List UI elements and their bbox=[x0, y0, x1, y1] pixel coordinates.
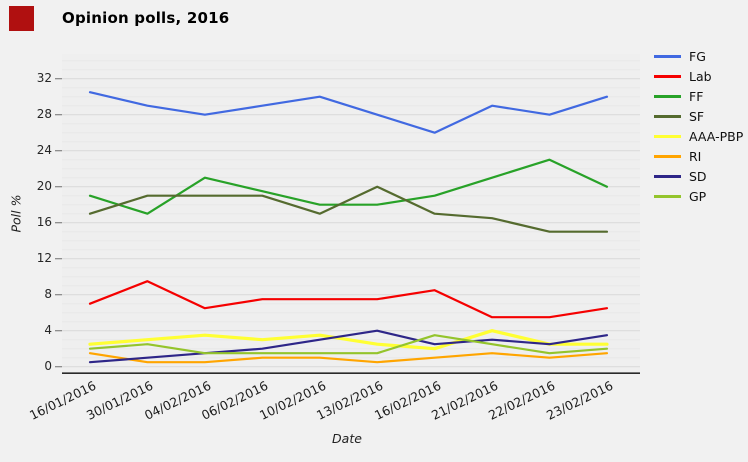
series-line-AAA-PBP bbox=[88, 329, 609, 351]
legend-swatch-SF bbox=[654, 115, 681, 118]
legend-swatch-RI bbox=[654, 155, 681, 158]
legend-swatch-FF bbox=[654, 95, 681, 98]
legend-label: RI bbox=[689, 149, 702, 164]
legend-item-Lab: Lab bbox=[654, 70, 743, 83]
legend-swatch-SD bbox=[654, 175, 681, 178]
legend-swatch-AAA-PBP bbox=[654, 135, 681, 138]
legend-item-AAA-PBP: AAA-PBP bbox=[654, 130, 743, 143]
click-marker bbox=[9, 6, 34, 31]
legend-label: SF bbox=[689, 109, 705, 124]
series-line-RI bbox=[88, 352, 609, 364]
y-tick-label: 28 bbox=[36, 106, 52, 121]
legend-label: GP bbox=[689, 189, 707, 204]
legend-item-SF: SF bbox=[654, 110, 743, 123]
series-line-GP bbox=[88, 334, 609, 355]
legend-swatch-Lab bbox=[654, 75, 681, 78]
series-line-SF bbox=[88, 185, 609, 233]
y-tick-label: 24 bbox=[36, 142, 52, 157]
legend-label: SD bbox=[689, 169, 707, 184]
y-tick-label: 4 bbox=[44, 322, 52, 337]
legend-label: FG bbox=[689, 49, 706, 64]
legend-label: FF bbox=[689, 89, 704, 104]
y-tick-label: 0 bbox=[44, 358, 52, 373]
series-line-Lab bbox=[88, 280, 609, 319]
legend-item-FF: FF bbox=[654, 90, 743, 103]
legend-swatch-FG bbox=[654, 55, 681, 58]
series-line-SD bbox=[88, 329, 609, 364]
legend-item-SD: SD bbox=[654, 170, 743, 183]
legend-item-RI: RI bbox=[654, 150, 743, 163]
legend-label: AAA-PBP bbox=[689, 129, 744, 144]
y-tick-label: 20 bbox=[36, 178, 52, 193]
series-line-FG bbox=[88, 91, 609, 134]
y-tick-label: 8 bbox=[44, 286, 52, 301]
legend-item-FG: FG bbox=[654, 50, 743, 63]
legend: FG Lab FF SF AAA-PBP RI SD GP bbox=[654, 50, 743, 203]
legend-swatch-GP bbox=[654, 195, 681, 198]
legend-item-GP: GP bbox=[654, 190, 743, 203]
y-tick-label: 12 bbox=[36, 250, 52, 265]
chart-title: Opinion polls, 2016 bbox=[62, 9, 230, 27]
x-axis-title: Date bbox=[332, 431, 362, 446]
legend-label: Lab bbox=[689, 69, 712, 84]
y-tick-label: 32 bbox=[36, 70, 52, 85]
y-tick-label: 16 bbox=[36, 214, 52, 229]
